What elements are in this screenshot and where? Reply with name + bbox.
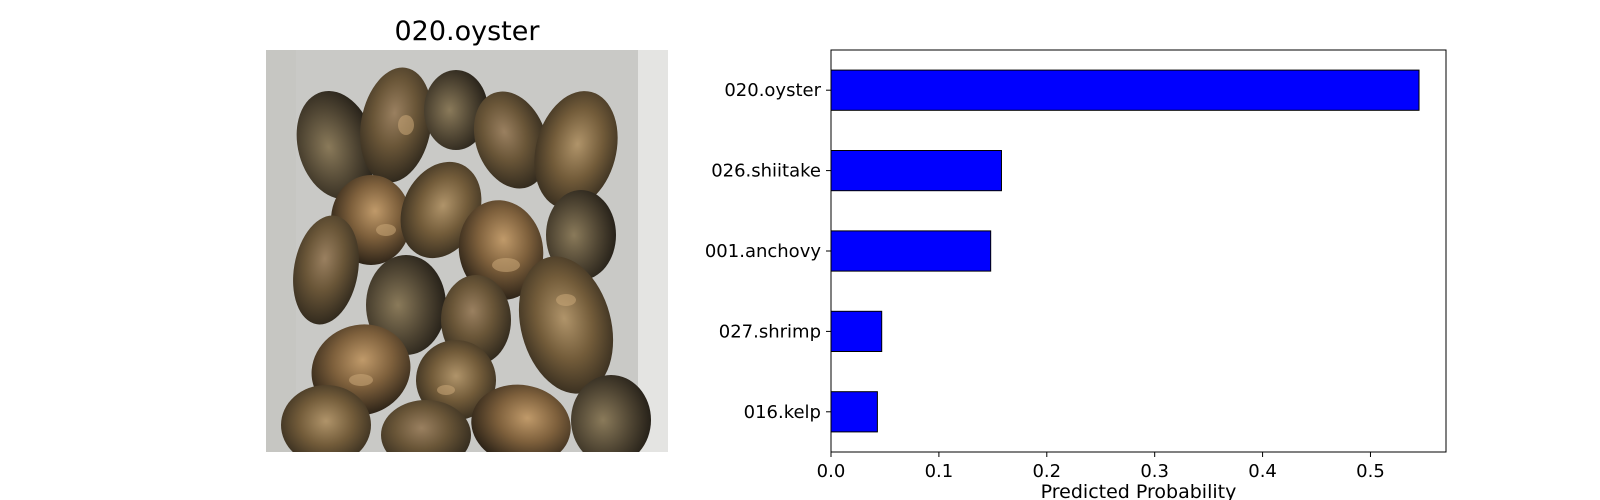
x-tick-label: 0.5	[1356, 461, 1385, 482]
y-tick-label: 027.shrimp	[719, 321, 821, 342]
x-tick-label: 0.2	[1032, 461, 1061, 482]
x-tick-label: 0.3	[1140, 461, 1169, 482]
x-tick-label: 0.4	[1248, 461, 1277, 482]
y-tick-label: 020.oyster	[724, 80, 821, 101]
y-tick-label: 026.shiitake	[711, 161, 821, 182]
bar-020-oyster	[830, 69, 1420, 111]
y-tick-label: 016.kelp	[744, 402, 821, 423]
bar-026-shiitake	[830, 150, 1002, 192]
x-tick-label: 0.1	[925, 461, 954, 482]
oyster-photo	[266, 50, 668, 452]
image-title: 020.oyster	[394, 16, 540, 47]
y-tick-label: 001.anchovy	[705, 241, 821, 262]
x-axis-label: Predicted Probability	[1041, 481, 1237, 500]
bar-016-kelp	[830, 391, 878, 433]
x-tick-label: 0.0	[817, 461, 846, 482]
bar-001-anchovy	[830, 230, 992, 272]
bar-027-shrimp	[830, 310, 883, 352]
